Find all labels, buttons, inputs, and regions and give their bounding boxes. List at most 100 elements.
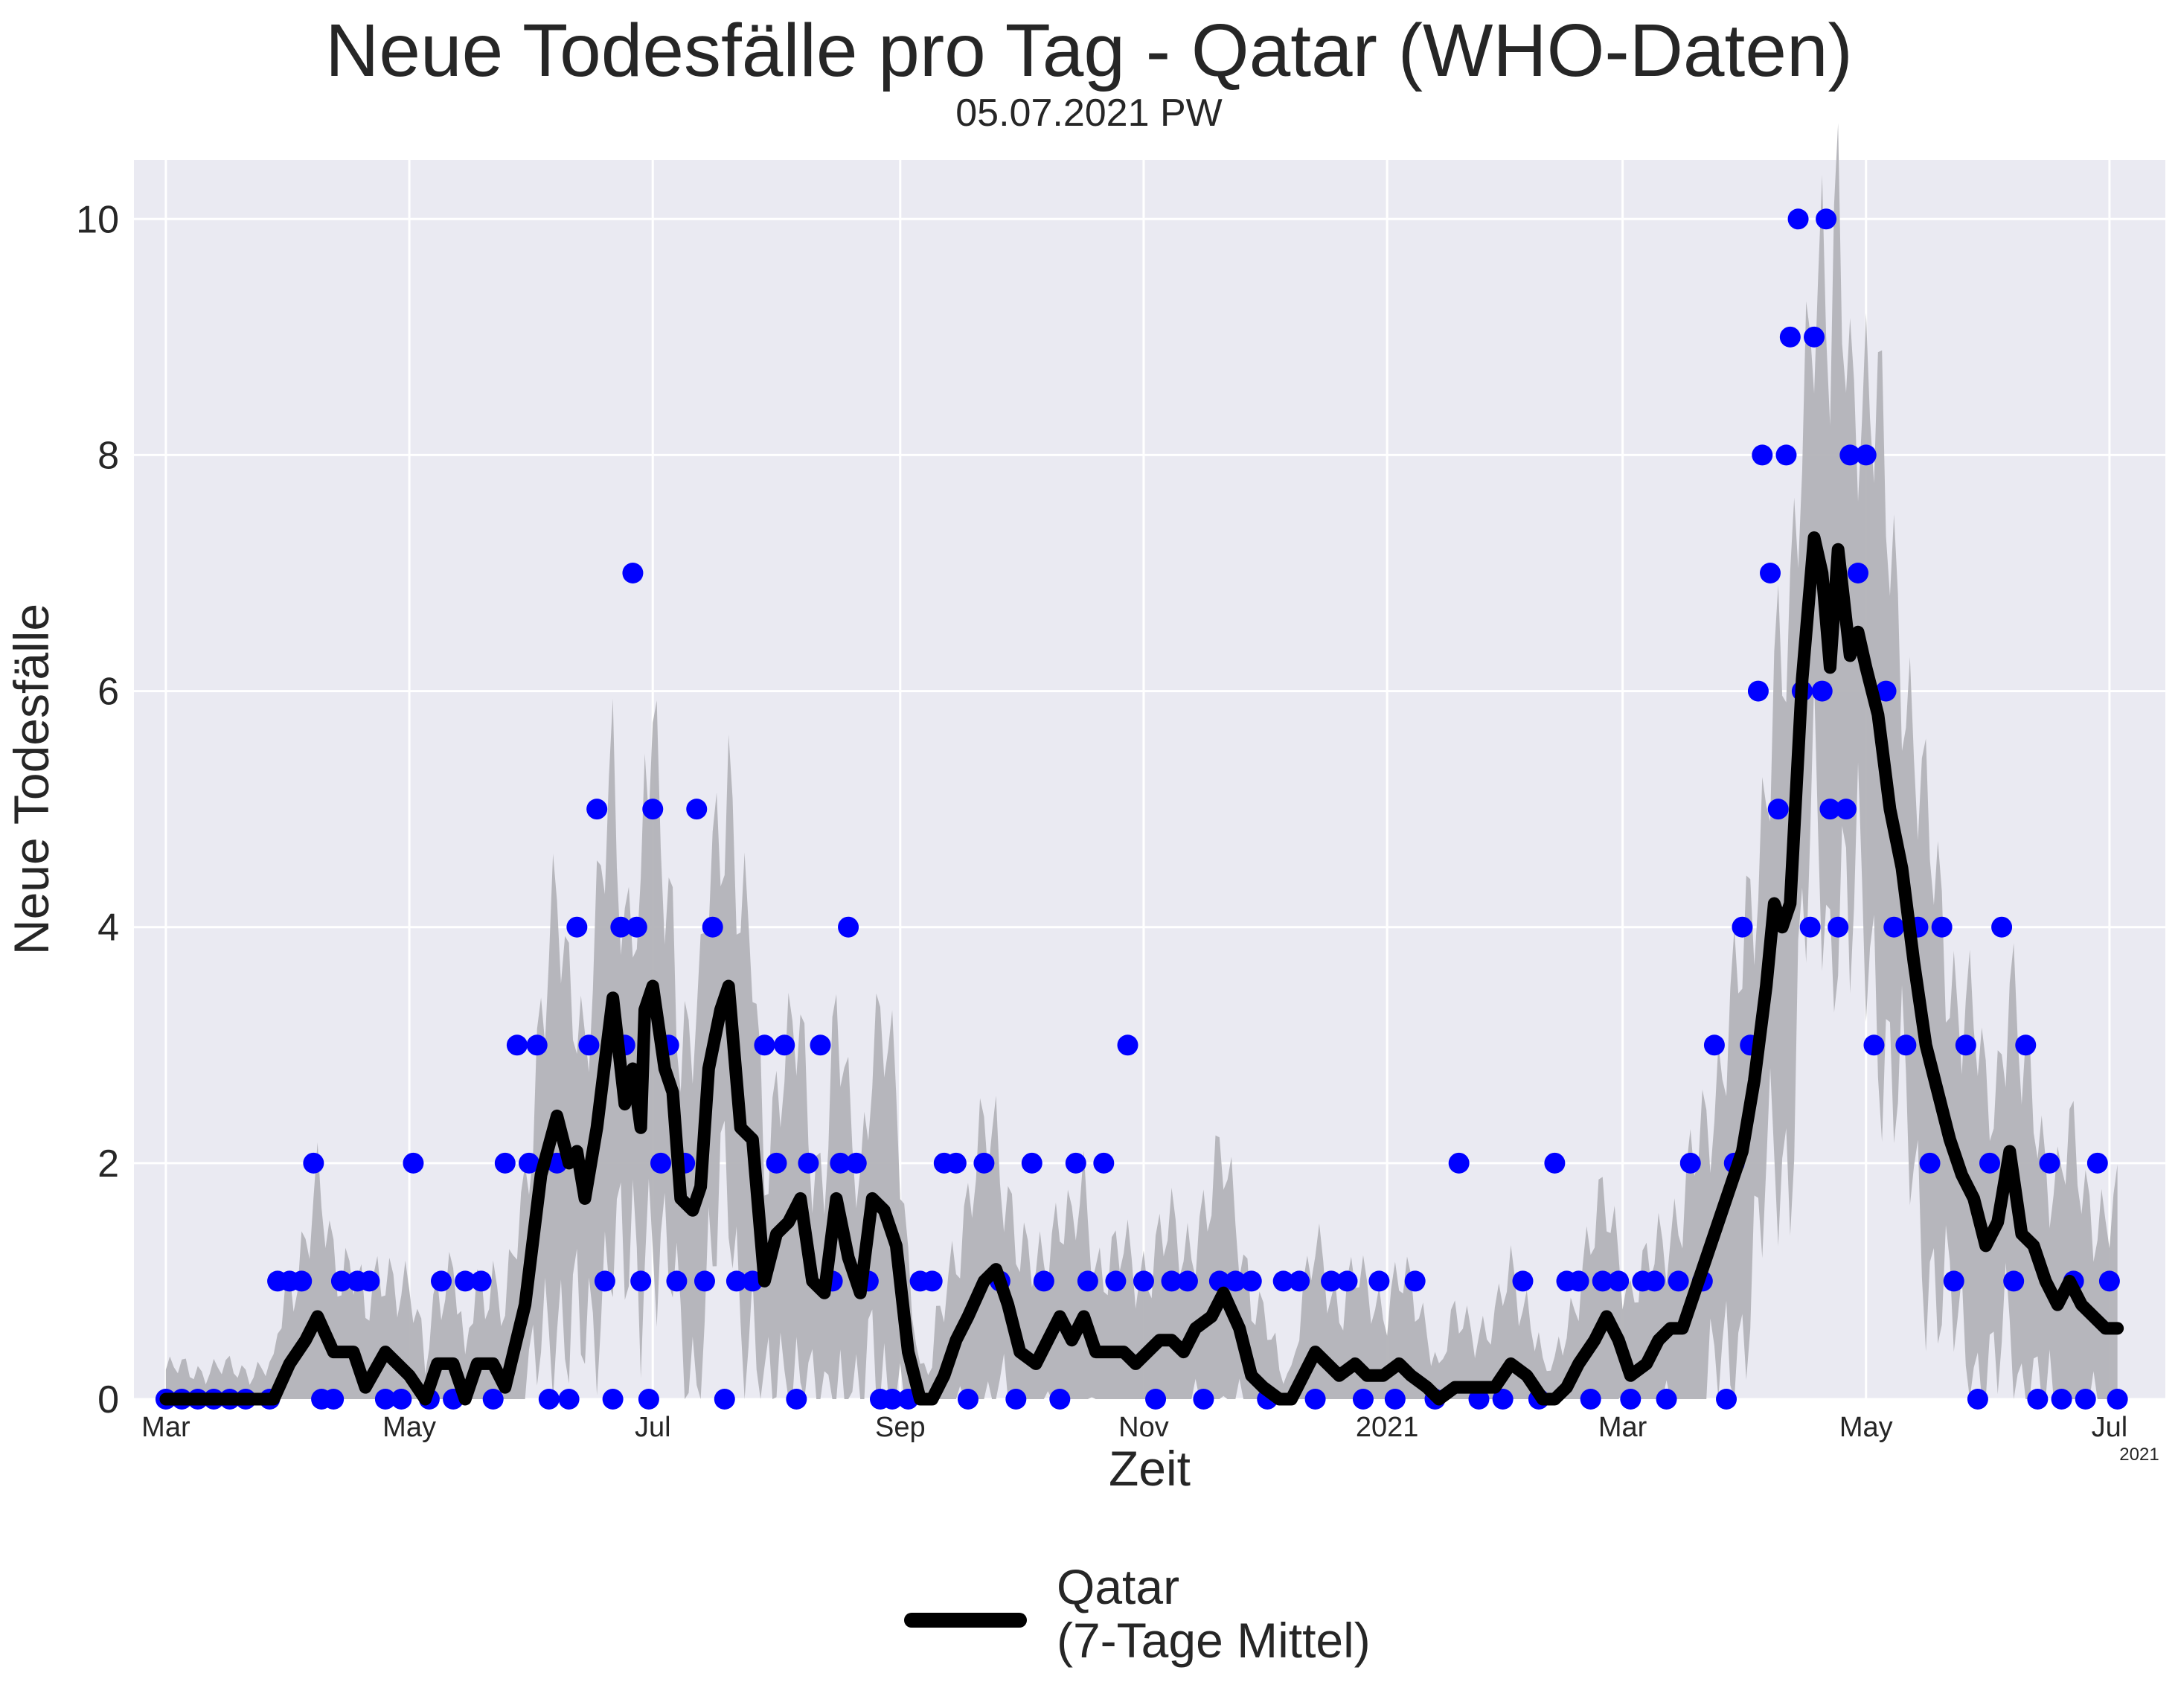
data-point (1943, 1270, 1964, 1292)
data-point (1747, 680, 1769, 702)
data-point (638, 1389, 659, 1410)
data-point (810, 1034, 831, 1056)
data-point (2027, 1389, 2049, 1410)
data-point (430, 1270, 452, 1292)
data-point (1005, 1389, 1027, 1410)
y-tick-label: 6 (97, 671, 119, 714)
data-point (1919, 1152, 1941, 1174)
x-tick-label: Sep (875, 1412, 926, 1443)
data-point (1608, 1270, 1630, 1292)
data-point (1991, 916, 2013, 938)
data-point (1855, 444, 1877, 466)
data-point (578, 1034, 600, 1056)
data-point (1384, 1389, 1406, 1410)
data-point (1021, 1152, 1042, 1174)
y-tick-labels: 0 2 4 6 8 10 (76, 198, 119, 1421)
data-point (650, 1152, 671, 1174)
data-point (526, 1034, 548, 1056)
data-point (845, 1152, 867, 1174)
data-point (1775, 444, 1797, 466)
data-point (774, 1034, 795, 1056)
data-point (1492, 1389, 1514, 1410)
x-axis-label: Zeit (1109, 1441, 1191, 1496)
data-point (1811, 680, 1833, 702)
data-point (1321, 1270, 1342, 1292)
data-point (1644, 1270, 1665, 1292)
data-point (1931, 916, 1953, 938)
data-point (957, 1389, 979, 1410)
data-point (1033, 1270, 1054, 1292)
data-point (1161, 1270, 1182, 1292)
data-point (330, 1270, 352, 1292)
data-point (2098, 1270, 2120, 1292)
data-point (506, 1034, 528, 1056)
data-point (1352, 1389, 1374, 1410)
x-tick-labels: Mar May Jul Sep Nov 2021 Mar May Jul (141, 1412, 2127, 1443)
y-tick-label: 0 (97, 1378, 119, 1421)
data-point (1804, 326, 1825, 348)
data-point (1955, 1034, 1976, 1056)
data-point (1193, 1389, 1214, 1410)
data-point (1716, 1389, 1737, 1410)
band-area (165, 123, 2118, 1399)
data-point (2039, 1152, 2060, 1174)
x-offset-label: 2021 (2119, 1445, 2159, 1465)
mean-line (159, 531, 2124, 1406)
data-point (1752, 444, 1773, 466)
data-point (1883, 916, 1905, 938)
data-point (1967, 1389, 1988, 1410)
data-point (359, 1270, 380, 1292)
data-point (1580, 1389, 1601, 1410)
y-tick-label: 8 (97, 434, 119, 477)
chart-title: Neue Todesfälle pro Tag - Qatar (WHO-Dat… (325, 9, 1853, 92)
data-point (1133, 1270, 1154, 1292)
data-point (973, 1152, 995, 1174)
data-point (482, 1389, 504, 1410)
data-point (945, 1152, 967, 1174)
data-point (558, 1389, 580, 1410)
data-point (1979, 1152, 2001, 1174)
data-point (1117, 1034, 1138, 1056)
legend-label-line: (7-Tage Mittel) (1057, 1613, 1371, 1668)
data-point (882, 1389, 903, 1410)
data-point (1468, 1389, 1490, 1410)
data-point (455, 1270, 476, 1292)
data-point (403, 1152, 424, 1174)
chart-subtitle: 05.07.2021 PW (955, 92, 1223, 135)
data-point (1779, 326, 1801, 348)
data-point (323, 1389, 345, 1410)
data-point (1875, 680, 1897, 702)
data-point (642, 799, 664, 820)
data-point (838, 916, 859, 938)
data-point (470, 1270, 492, 1292)
data-point (702, 916, 723, 938)
y-tick-label: 2 (97, 1142, 119, 1186)
data-point (566, 916, 588, 938)
data-point (830, 1152, 851, 1174)
y-tick-label: 4 (97, 906, 119, 950)
data-point (303, 1152, 324, 1174)
data-point (374, 1389, 396, 1410)
x-tick-label: May (1839, 1412, 1893, 1443)
data-point (1225, 1270, 1246, 1292)
data-point (1336, 1270, 1358, 1292)
data-point (1895, 1034, 1917, 1056)
data-point (626, 916, 647, 938)
data-point (1568, 1270, 1589, 1292)
data-point (1049, 1389, 1071, 1410)
x-tick-label: Mar (1598, 1412, 1647, 1443)
x-tick-label: 2021 (1356, 1412, 1419, 1443)
data-point (1544, 1152, 1566, 1174)
data-point (2015, 1034, 2037, 1056)
data-point (1077, 1270, 1098, 1292)
data-point (666, 1270, 688, 1292)
x-tick-label: Jul (2092, 1412, 2128, 1443)
x-tick-label: Mar (141, 1412, 190, 1443)
data-point (1093, 1152, 1115, 1174)
x-tick-label: Jul (635, 1412, 671, 1443)
data-point (1732, 916, 1753, 938)
data-point (2003, 1270, 2025, 1292)
y-tick-label: 10 (76, 198, 119, 241)
data-point (1787, 208, 1809, 230)
